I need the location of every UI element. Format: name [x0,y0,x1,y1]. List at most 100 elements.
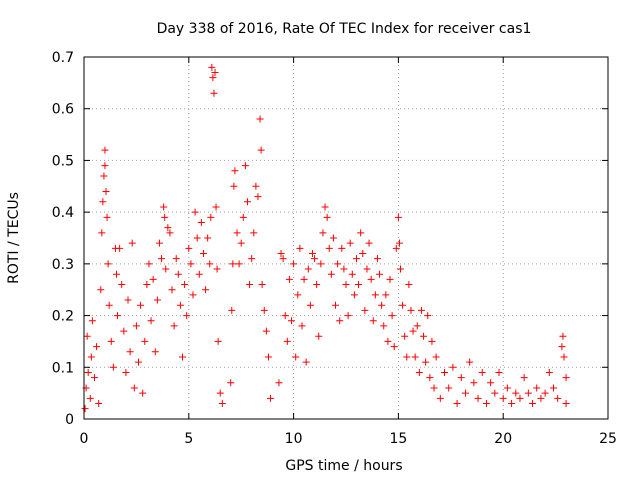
data-point [97,286,105,294]
data-point [248,255,256,263]
data-point [300,275,308,283]
data-point [228,306,236,314]
data-point [118,281,126,289]
data-point [550,384,558,392]
data-point [294,291,302,299]
data-point [348,270,356,278]
data-point [105,301,113,309]
data-point [376,270,384,278]
data-point [432,353,440,361]
data-point [424,312,432,320]
data-point [529,399,537,407]
data-point [365,239,373,247]
data-point [401,332,409,340]
data-point [524,389,532,397]
data-point [482,399,490,407]
data-point [87,353,95,361]
data-point [122,368,130,376]
x-axis-title: GPS time / hours [285,458,402,474]
chart-title: Day 338 of 2016, Rate Of TEC Index for r… [157,21,532,37]
data-point [290,260,298,268]
data-point [503,384,511,392]
data-point [250,229,258,237]
data-point [315,332,323,340]
data-point [449,363,457,371]
data-point [243,198,251,206]
y-axis-title: ROTI / TECUs [6,192,22,284]
data-point [262,327,270,335]
data-point [166,229,174,237]
data-point [279,255,287,263]
data-point [139,389,147,397]
x-tick-label: 15 [389,431,407,447]
data-point [86,394,94,402]
data-point [413,322,421,330]
data-point [103,213,111,221]
data-point [457,374,465,382]
data-point [541,389,549,397]
data-point [302,358,310,366]
data-point [183,312,191,320]
y-tick-label: 0.4 [52,205,74,221]
data-point [407,306,415,314]
data-point [229,260,237,268]
data-point [99,198,107,206]
data-point [298,322,306,330]
data-point [422,358,430,366]
data-point [137,301,145,309]
data-point [554,394,562,402]
data-point [260,306,268,314]
data-point [254,193,262,201]
data-point [256,115,264,123]
data-point [212,203,220,211]
data-point [189,291,197,299]
data-point [206,260,214,268]
data-point [230,182,238,190]
data-point [84,368,92,376]
data-point [275,379,283,387]
data-point [209,74,217,82]
plot-frame [83,56,609,420]
data-point [218,399,226,407]
data-point [436,394,444,402]
data-point [325,244,333,252]
data-point [313,281,321,289]
data-point [562,399,570,407]
data-point [403,353,411,361]
data-point [170,322,178,330]
data-point [338,244,346,252]
data-point [128,239,136,247]
data-point [233,229,241,237]
data-point [101,162,109,170]
data-point [329,234,337,242]
data-point [384,337,392,345]
data-point [95,399,103,407]
data-point [352,255,360,263]
data-point [533,384,541,392]
data-point [172,255,180,263]
data-point [288,317,296,325]
data-point [392,244,400,252]
data-point [149,275,157,283]
x-tick-label: 10 [285,431,303,447]
y-tick-label: 0.7 [52,50,74,66]
data-point [126,348,134,356]
y-tick-label: 0.2 [52,309,74,325]
data-point [202,286,210,294]
data-point [327,270,335,278]
data-point [277,250,285,258]
y-tick-label: 0.3 [52,257,74,273]
data-point [399,301,407,309]
data-point [319,229,327,237]
data-point [281,312,289,320]
data-point [132,322,140,330]
data-point [199,250,207,258]
data-point [520,374,528,382]
y-tick-label: 0.5 [52,153,74,169]
data-point [101,146,109,154]
data-point [386,275,394,283]
data-point [311,255,319,263]
data-point [491,389,499,397]
x-tick-label: 5 [184,431,193,447]
data-point [141,337,149,345]
